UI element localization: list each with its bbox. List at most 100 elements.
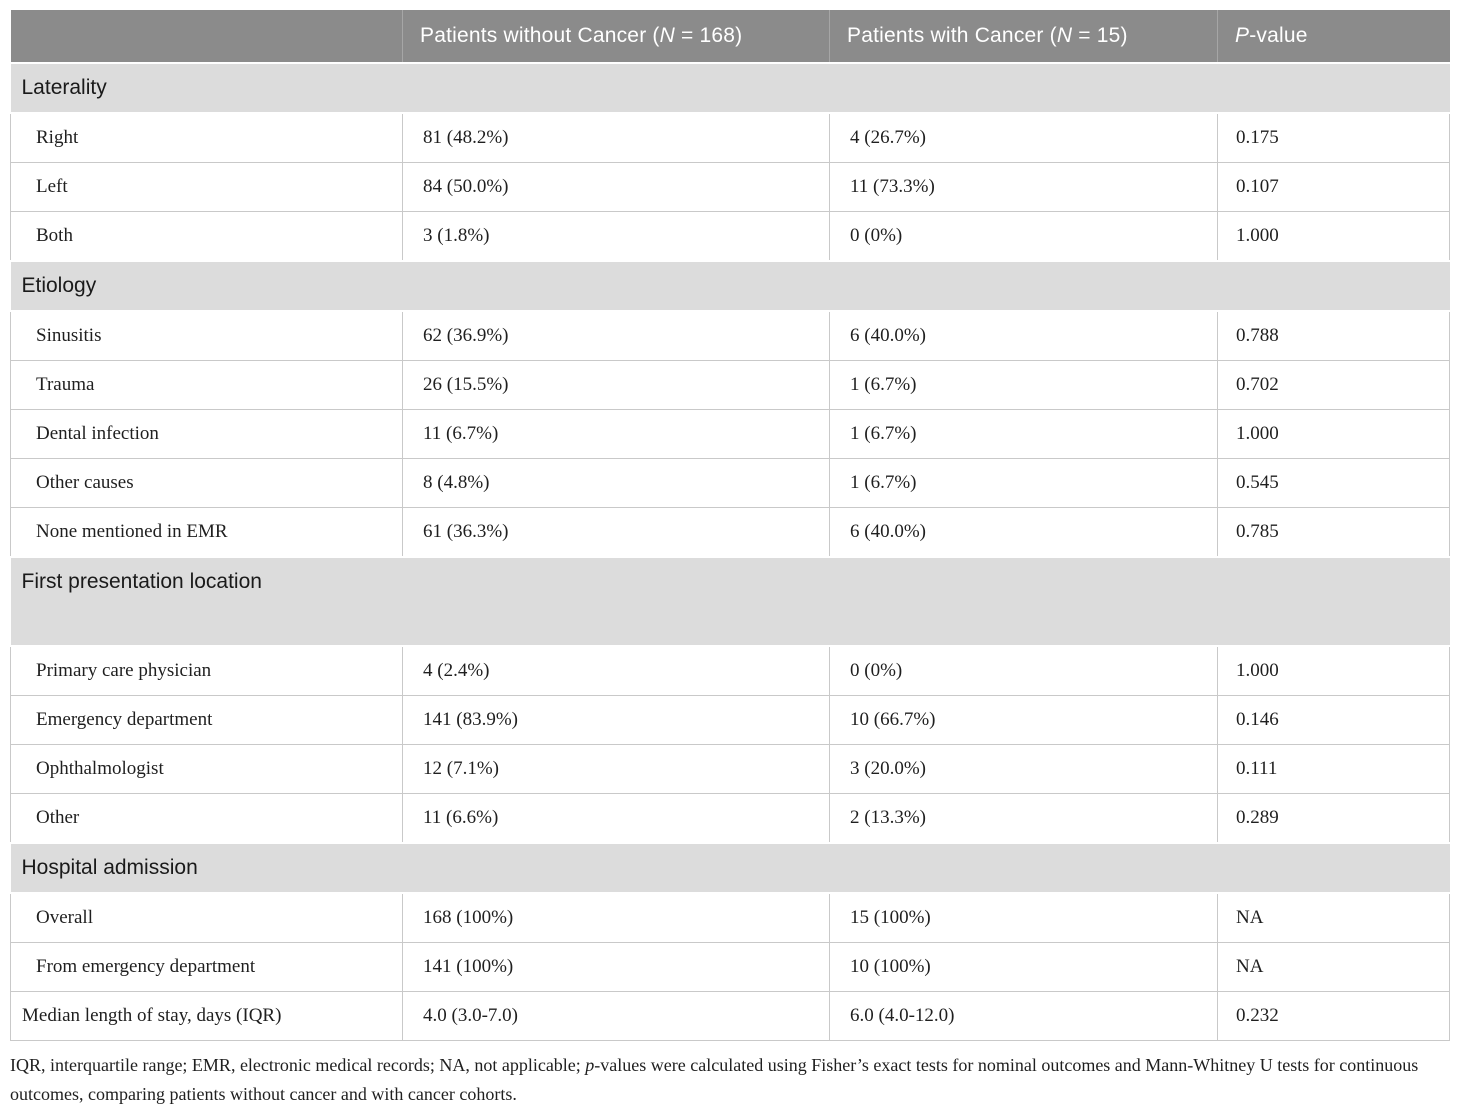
row-label: Right [10, 112, 403, 163]
table-row: From emergency department 141 (100%) 10 … [10, 942, 1450, 992]
value-with-cancer: 0 (0%) [829, 211, 1218, 262]
p-value-cell: 1.000 [1217, 409, 1450, 459]
value-with-cancer: 11 (73.3%) [829, 162, 1218, 212]
p-value-cell: 0.107 [1217, 162, 1450, 212]
value-without-cancer: 141 (100%) [402, 942, 830, 992]
value-with-cancer: 15 (100%) [829, 892, 1218, 943]
p-value-cell: 0.232 [1217, 991, 1450, 1041]
row-label: Overall [10, 892, 403, 943]
value-without-cancer: 62 (36.9%) [402, 310, 830, 361]
value-with-cancer: 6 (40.0%) [829, 310, 1218, 361]
p-value-cell: 0.702 [1217, 360, 1450, 410]
header-text: Patients with Cancer ( [847, 24, 1057, 47]
value-with-cancer: 0 (0%) [829, 645, 1218, 696]
row-label: Primary care physician [10, 645, 403, 696]
p-value-cell: NA [1217, 942, 1450, 992]
value-without-cancer: 26 (15.5%) [402, 360, 830, 410]
p-value-cell: 1.000 [1217, 645, 1450, 696]
table-row-median-length-of-stay: Median length of stay, days (IQR) 4.0 (3… [10, 991, 1450, 1041]
value-with-cancer: 1 (6.7%) [829, 409, 1218, 459]
row-label: None mentioned in EMR [10, 507, 403, 558]
p-value-cell: NA [1217, 892, 1450, 943]
header-empty-cell [10, 10, 403, 63]
row-label: Ophthalmologist [10, 744, 403, 794]
section-header: Etiology [10, 260, 1450, 312]
value-with-cancer: 1 (6.7%) [829, 360, 1218, 410]
section-row-laterality: Laterality [10, 62, 1450, 114]
row-label: Other causes [10, 458, 403, 508]
p-value-cell: 0.111 [1217, 744, 1450, 794]
value-with-cancer: 6 (40.0%) [829, 507, 1218, 558]
row-label: From emergency department [10, 942, 403, 992]
value-with-cancer: 10 (100%) [829, 942, 1218, 992]
row-label: Emergency department [10, 695, 403, 745]
header-n-italic: N [1056, 24, 1073, 47]
header-text: -value [1249, 24, 1308, 47]
table-row: Other causes 8 (4.8%) 1 (6.7%) 0.545 [10, 458, 1450, 508]
row-label: Both [10, 211, 403, 262]
header-text: = 15) [1072, 24, 1128, 47]
p-value-cell: 0.785 [1217, 507, 1450, 558]
section-row-hospital-admission: Hospital admission [10, 842, 1450, 894]
section-header: Laterality [10, 62, 1450, 114]
value-without-cancer: 11 (6.7%) [402, 409, 830, 459]
table-row: None mentioned in EMR 61 (36.3%) 6 (40.0… [10, 507, 1450, 558]
table-row: Ophthalmologist 12 (7.1%) 3 (20.0%) 0.11… [10, 744, 1450, 794]
value-with-cancer: 3 (20.0%) [829, 744, 1218, 794]
value-without-cancer: 84 (50.0%) [402, 162, 830, 212]
value-without-cancer: 12 (7.1%) [402, 744, 830, 794]
table-row: Sinusitis 62 (36.9%) 6 (40.0%) 0.788 [10, 310, 1450, 361]
table-row: Primary care physician 4 (2.4%) 0 (0%) 1… [10, 645, 1450, 696]
table-row: Overall 168 (100%) 15 (100%) NA [10, 892, 1450, 943]
header-text: = 168) [674, 24, 743, 47]
value-with-cancer: 1 (6.7%) [829, 458, 1218, 508]
row-label: Left [10, 162, 403, 212]
value-with-cancer: 10 (66.7%) [829, 695, 1218, 745]
header-text: Patients without Cancer ( [420, 24, 660, 47]
value-without-cancer: 81 (48.2%) [402, 112, 830, 163]
section-row-first-presentation-location: First presentation location [10, 556, 1450, 647]
p-value-cell: 0.788 [1217, 310, 1450, 361]
value-with-cancer: 6.0 (4.0-12.0) [829, 991, 1218, 1041]
section-row-etiology: Etiology [10, 260, 1450, 312]
p-value-cell: 0.175 [1217, 112, 1450, 163]
page: Patients without Cancer (N = 168) Patien… [10, 10, 1450, 1105]
row-label: Trauma [10, 360, 403, 410]
table-row: Emergency department 141 (83.9%) 10 (66.… [10, 695, 1450, 745]
header-p-italic: P [1235, 24, 1250, 47]
table-row: Trauma 26 (15.5%) 1 (6.7%) 0.702 [10, 360, 1450, 410]
p-value-cell: 0.146 [1217, 695, 1450, 745]
table-row: Both 3 (1.8%) 0 (0%) 1.000 [10, 211, 1450, 262]
value-without-cancer: 141 (83.9%) [402, 695, 830, 745]
table-row: Dental infection 11 (6.7%) 1 (6.7%) 1.00… [10, 409, 1450, 459]
header-p-value: P-value [1217, 10, 1450, 63]
value-without-cancer: 11 (6.6%) [402, 793, 830, 844]
value-without-cancer: 168 (100%) [402, 892, 830, 943]
table-row: Left 84 (50.0%) 11 (73.3%) 0.107 [10, 162, 1450, 212]
value-without-cancer: 4.0 (3.0-7.0) [402, 991, 830, 1041]
row-label: Sinusitis [10, 310, 403, 361]
row-label: Median length of stay, days (IQR) [10, 991, 403, 1041]
p-value-cell: 0.289 [1217, 793, 1450, 844]
value-with-cancer: 4 (26.7%) [829, 112, 1218, 163]
footnote-text: IQR, interquartile range; EMR, electroni… [10, 1055, 586, 1075]
row-label: Dental infection [10, 409, 403, 459]
value-without-cancer: 8 (4.8%) [402, 458, 830, 508]
value-without-cancer: 4 (2.4%) [402, 645, 830, 696]
value-with-cancer: 2 (13.3%) [829, 793, 1218, 844]
header-patients-without-cancer: Patients without Cancer (N = 168) [402, 10, 830, 63]
p-value-cell: 1.000 [1217, 211, 1450, 262]
table-row: Other 11 (6.6%) 2 (13.3%) 0.289 [10, 793, 1450, 844]
value-without-cancer: 3 (1.8%) [402, 211, 830, 262]
footnote-p-italic: p [585, 1055, 595, 1075]
table-row: Right 81 (48.2%) 4 (26.7%) 0.175 [10, 112, 1450, 163]
patient-comparison-table: Patients without Cancer (N = 168) Patien… [10, 10, 1450, 1041]
header-patients-with-cancer: Patients with Cancer (N = 15) [829, 10, 1218, 63]
value-without-cancer: 61 (36.3%) [402, 507, 830, 558]
p-value-cell: 0.545 [1217, 458, 1450, 508]
header-n-italic: N [659, 24, 675, 47]
table-footnote: IQR, interquartile range; EMR, electroni… [10, 1051, 1452, 1109]
row-label: Other [10, 793, 403, 844]
section-header: First presentation location [10, 556, 1450, 647]
table-header-row: Patients without Cancer (N = 168) Patien… [10, 10, 1450, 63]
